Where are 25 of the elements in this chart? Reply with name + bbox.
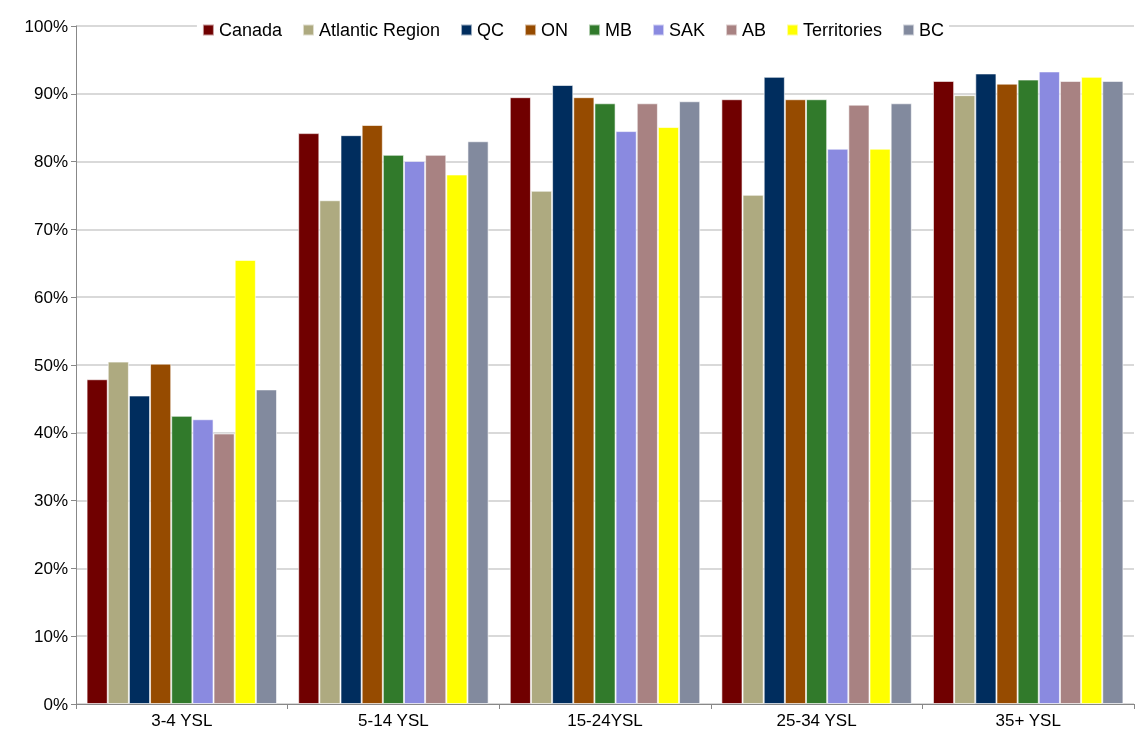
legend-label: Canada — [218, 20, 283, 40]
x-tick-label: 5-14 YSL — [358, 711, 429, 730]
x-tick-label: 15-24YSL — [567, 711, 643, 730]
legend-label: Atlantic Region — [318, 20, 441, 40]
x-tick-label: 25-34 YSL — [776, 711, 857, 730]
x-tick-label: 3-4 YSL — [151, 711, 213, 730]
legend-label: Territories — [803, 20, 883, 40]
y-tick-label: 30% — [33, 491, 68, 511]
y-tick-label: 60% — [33, 287, 68, 307]
y-tick-label: 50% — [33, 355, 68, 375]
y-tick-label: 20% — [33, 558, 68, 578]
y-tick-label: 10% — [33, 626, 68, 646]
legend-label: BC — [919, 20, 945, 40]
legend-label: SAK — [669, 20, 706, 40]
y-tick-label: 0% — [43, 694, 68, 714]
legend-label: AB — [742, 20, 767, 40]
y-tick-label: 70% — [33, 219, 68, 239]
y-tick-label: 80% — [33, 152, 68, 172]
y-tick-label: 90% — [33, 84, 68, 104]
legend-label: QC — [477, 20, 505, 40]
y-tick-label: 100% — [24, 16, 68, 36]
y-tick-label: 40% — [33, 423, 68, 443]
x-tick-label: 35+ YSL — [995, 711, 1061, 730]
legend-label: ON — [541, 20, 569, 40]
legend-label: MB — [605, 20, 633, 40]
